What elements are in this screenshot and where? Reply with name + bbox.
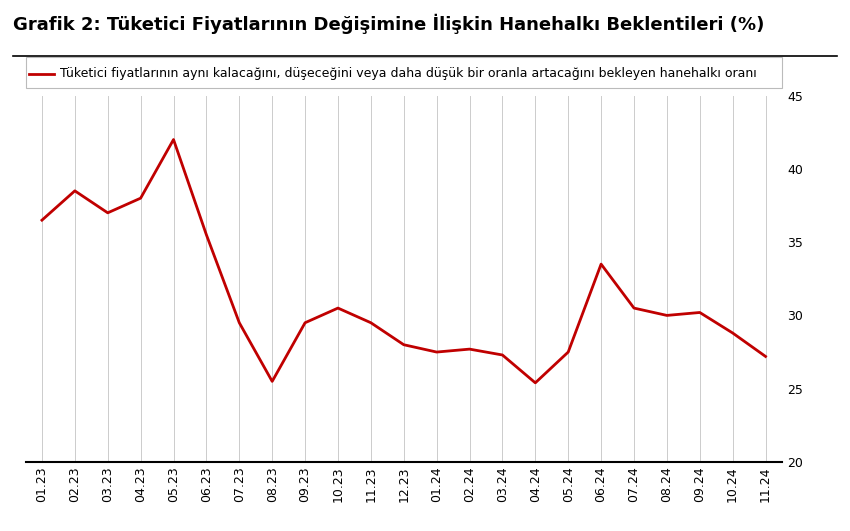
Text: Grafik 2: Tüketici Fiyatlarının Değişimine İlişkin Hanehalkı Beklentileri (%): Grafik 2: Tüketici Fiyatlarının Değişimi… bbox=[13, 13, 764, 33]
Text: Tüketici fiyatlarının aynı kalacağını, düşeceğini veya daha düşük bir oranla art: Tüketici fiyatlarının aynı kalacağını, d… bbox=[60, 67, 756, 80]
